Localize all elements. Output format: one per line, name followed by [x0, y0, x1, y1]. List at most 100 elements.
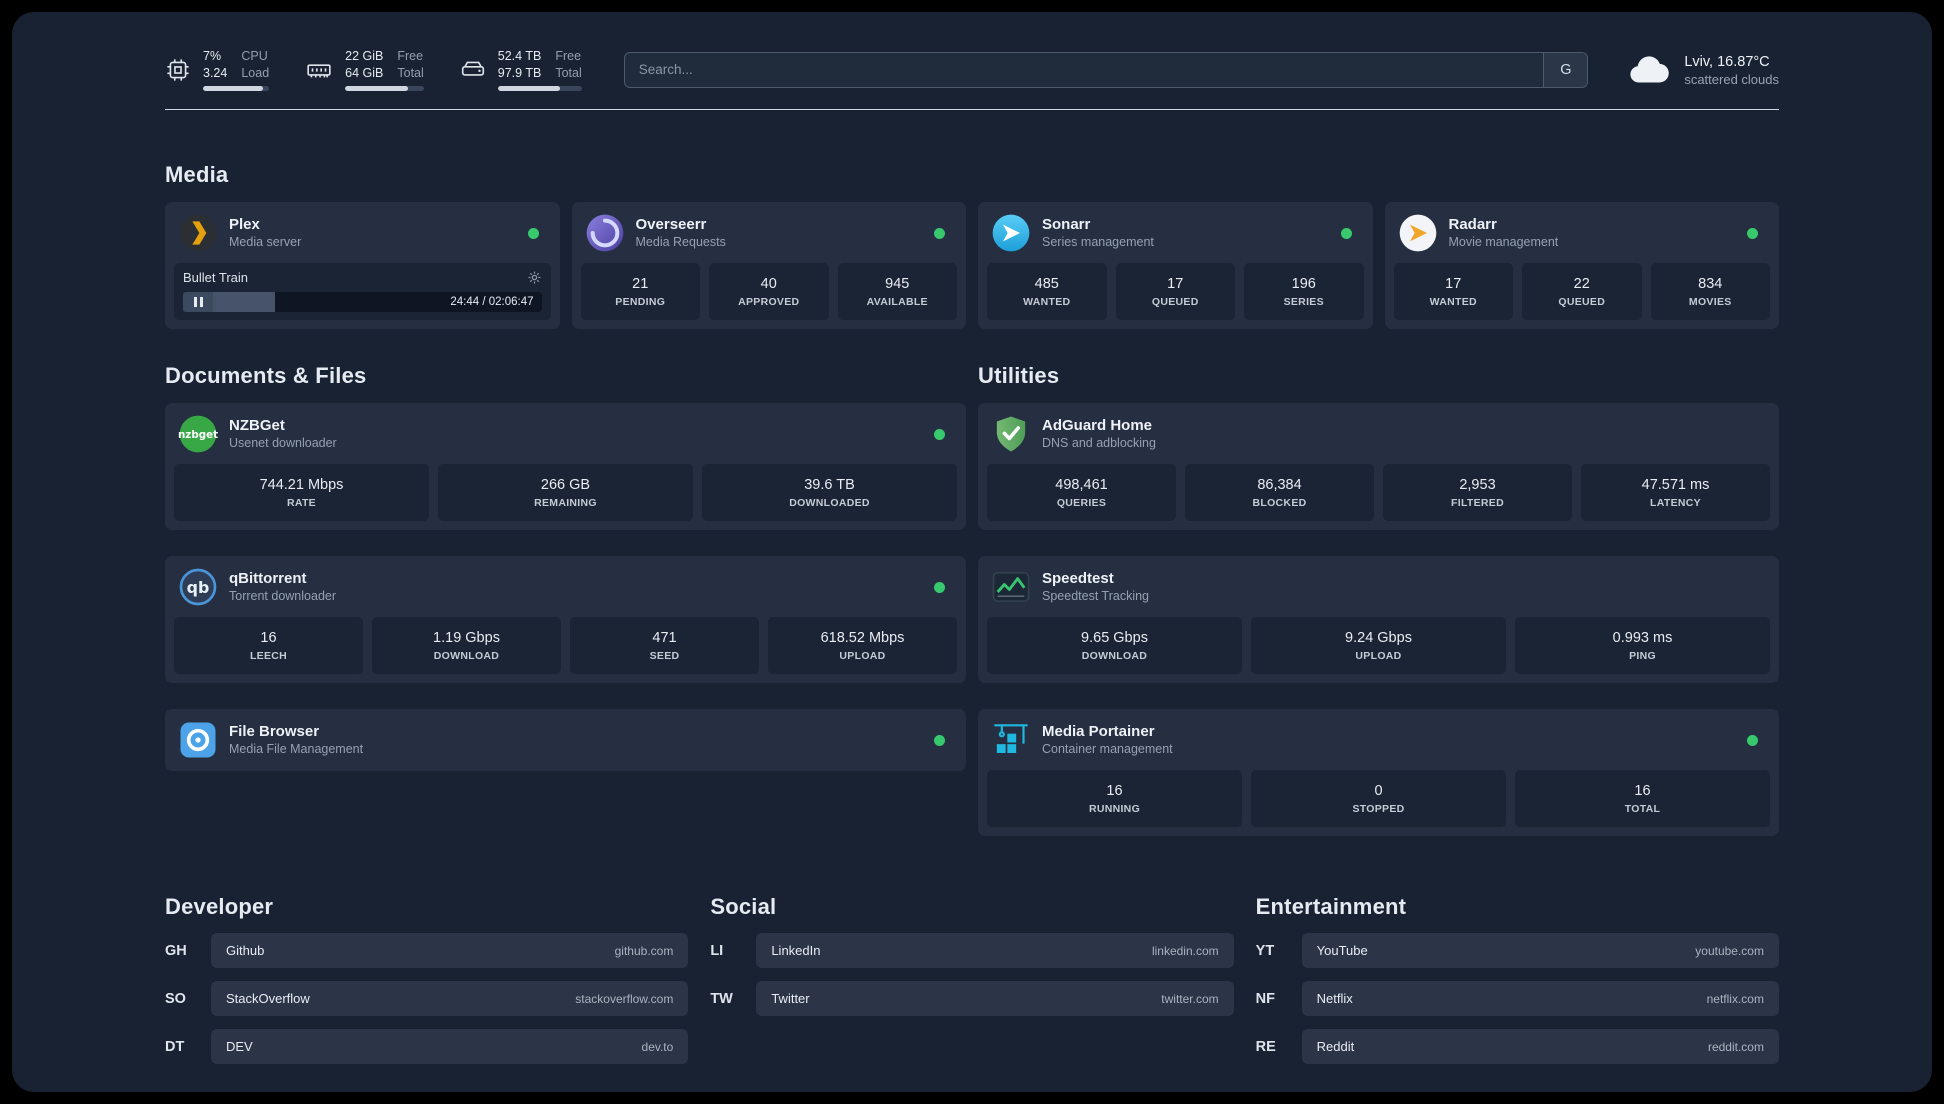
stat-tile: 9.24 Gbps UPLOAD: [1251, 617, 1506, 674]
app-desc: Media server: [229, 235, 302, 249]
app-name: qBittorrent: [229, 570, 307, 587]
pause-icon: [193, 297, 203, 307]
stat-value: 21: [632, 275, 649, 292]
bookmark-name: Netflix: [1316, 991, 1353, 1006]
stat-value: 834: [1698, 275, 1723, 292]
section-documents: Documents & Files nzbget NZBGet U: [165, 363, 966, 836]
ram-total-label: Total: [397, 66, 424, 80]
bookmark-name: Github: [226, 943, 265, 958]
bookmark-abbr: LI: [710, 942, 724, 959]
stat-label: LEECH: [249, 649, 288, 662]
app-name: Sonarr: [1042, 216, 1091, 233]
stat-tile: 618.52 Mbps UPLOAD: [768, 617, 957, 674]
cpu-label: CPU: [241, 49, 268, 63]
status-dot: [934, 227, 945, 239]
sonarr-icon: [991, 213, 1031, 253]
bookmark-name: Reddit: [1316, 1039, 1355, 1054]
bookmark-abbr: SO: [165, 990, 186, 1007]
bookmark-url: dev.to: [641, 1039, 674, 1054]
app-desc: Media File Management: [229, 742, 364, 756]
search-engine-button[interactable]: G: [1543, 52, 1588, 87]
stat-value: 945: [885, 275, 910, 292]
stat-value: 196: [1291, 275, 1316, 292]
search-bar[interactable]: G: [623, 51, 1589, 88]
cloud-icon: [1630, 55, 1670, 82]
bookmark-reddit[interactable]: RE Reddit reddit.com: [1256, 1029, 1779, 1064]
player-settings-icon[interactable]: [527, 270, 542, 285]
app-name: Speedtest: [1042, 570, 1114, 587]
stat-tile: 47.571 ms LATENCY: [1581, 464, 1770, 521]
app-card-qbittorrent[interactable]: qb qBittorrent Torrent downloader 16 LEE…: [165, 556, 966, 683]
plex-icon: [178, 213, 218, 253]
section-media: Media Plex Media server B: [165, 162, 1779, 329]
bookmark-abbr: DT: [165, 1038, 185, 1055]
bookmark-dev[interactable]: DT DEV dev.to: [165, 1029, 689, 1064]
stat-value: 0: [1374, 782, 1383, 799]
stat-value: 485: [1034, 275, 1059, 292]
stat-tile: 834 MOVIES: [1650, 263, 1770, 320]
stat-label: SERIES: [1283, 295, 1324, 308]
app-card-adguard[interactable]: AdGuard Home DNS and adblocking 498,461 …: [978, 403, 1779, 530]
weather-widget[interactable]: Lviv, 16.87°C scattered clouds: [1626, 52, 1779, 88]
app-card-radarr[interactable]: Radarr Movie management 17 WANTED 22 QUE…: [1384, 202, 1779, 329]
bookmark-url: stackoverflow.com: [575, 991, 674, 1006]
stat-label: APPROVED: [738, 295, 800, 308]
stat-label: SEED: [649, 649, 680, 662]
stat-label: LATENCY: [1650, 496, 1701, 509]
app-card-nzbget[interactable]: nzbget NZBGet Usenet downloader 744.21 M…: [165, 403, 966, 530]
bookmark-name: StackOverflow: [226, 991, 310, 1006]
stat-value: 0.993 ms: [1612, 629, 1673, 646]
stat-tile: 39.6 TB DOWNLOADED: [702, 464, 957, 521]
radarr-icon: [1398, 213, 1438, 253]
stat-label: RUNNING: [1088, 802, 1141, 815]
bookmark-netflix[interactable]: NF Netflix netflix.com: [1256, 981, 1779, 1016]
pause-button[interactable]: [183, 292, 213, 312]
app-card-sonarr[interactable]: Sonarr Series management 485 WANTED 17 Q…: [978, 202, 1373, 329]
bookmark-group-social: Social LI LinkedIn linkedin.com TW Twitt…: [710, 894, 1234, 1064]
app-name: Plex: [229, 216, 260, 233]
app-card-overseerr[interactable]: Overseerr Media Requests 21 PENDING 40 A…: [571, 202, 966, 329]
playback-progress-bar[interactable]: 24:44 / 02:06:47: [213, 292, 542, 312]
speedtest-icon: [991, 567, 1031, 607]
bookmark-twitter[interactable]: TW Twitter twitter.com: [710, 981, 1234, 1016]
stat-label: UPLOAD: [839, 649, 886, 662]
weather-location: Lviv, 16.87°C: [1684, 54, 1770, 70]
bookmark-github[interactable]: GH Github github.com: [165, 933, 689, 968]
stat-value: 1.19 Gbps: [433, 629, 500, 646]
ram-bar: [345, 86, 424, 91]
bookmark-url: twitter.com: [1161, 991, 1219, 1006]
section-title-utilities: Utilities: [978, 363, 1060, 388]
app-card-plex[interactable]: Plex Media server Bullet Train: [165, 202, 560, 329]
app-desc: Speedtest Tracking: [1042, 589, 1150, 603]
stat-value: 618.52 Mbps: [820, 629, 905, 646]
search-input[interactable]: [624, 62, 1544, 77]
stat-tile: 21 PENDING: [580, 263, 700, 320]
stat-label: RATE: [286, 496, 316, 509]
bookmark-group-entertainment: Entertainment YT YouTube youtube.com NF …: [1256, 894, 1779, 1064]
bookmark-stackoverflow[interactable]: SO StackOverflow stackoverflow.com: [165, 981, 689, 1016]
stat-label: REMAINING: [534, 496, 597, 509]
app-card-filebrowser[interactable]: File Browser Media File Management: [165, 709, 966, 771]
stat-value: 39.6 TB: [804, 476, 855, 493]
stat-tile: 16 LEECH: [174, 617, 363, 674]
app-name: AdGuard Home: [1042, 417, 1153, 434]
stat-value: 22: [1573, 275, 1590, 292]
app-desc: Media Requests: [635, 235, 726, 249]
bookmark-group-developer: Developer GH Github github.com SO StackO…: [165, 894, 689, 1064]
cpu-icon: [167, 58, 189, 81]
bookmark-name: DEV: [226, 1039, 253, 1054]
app-desc: Container management: [1042, 742, 1173, 756]
status-dot: [934, 428, 945, 440]
bookmark-youtube[interactable]: YT YouTube youtube.com: [1256, 933, 1779, 968]
stat-label: QUEUED: [1558, 295, 1606, 308]
bookmark-url: netflix.com: [1706, 991, 1764, 1006]
stat-label: DOWNLOAD: [433, 649, 500, 662]
stat-tile: 196 SERIES: [1244, 263, 1364, 320]
app-name: NZBGet: [229, 417, 285, 434]
stat-value: 47.571 ms: [1641, 476, 1710, 493]
overseerr-icon: [585, 213, 625, 253]
bookmark-linkedin[interactable]: LI LinkedIn linkedin.com: [710, 933, 1234, 968]
app-card-portainer[interactable]: Media Portainer Container management 16 …: [978, 709, 1779, 836]
app-card-speedtest[interactable]: Speedtest Speedtest Tracking 9.65 Gbps D…: [978, 556, 1779, 683]
cpu-usage: 7%: [203, 49, 222, 63]
